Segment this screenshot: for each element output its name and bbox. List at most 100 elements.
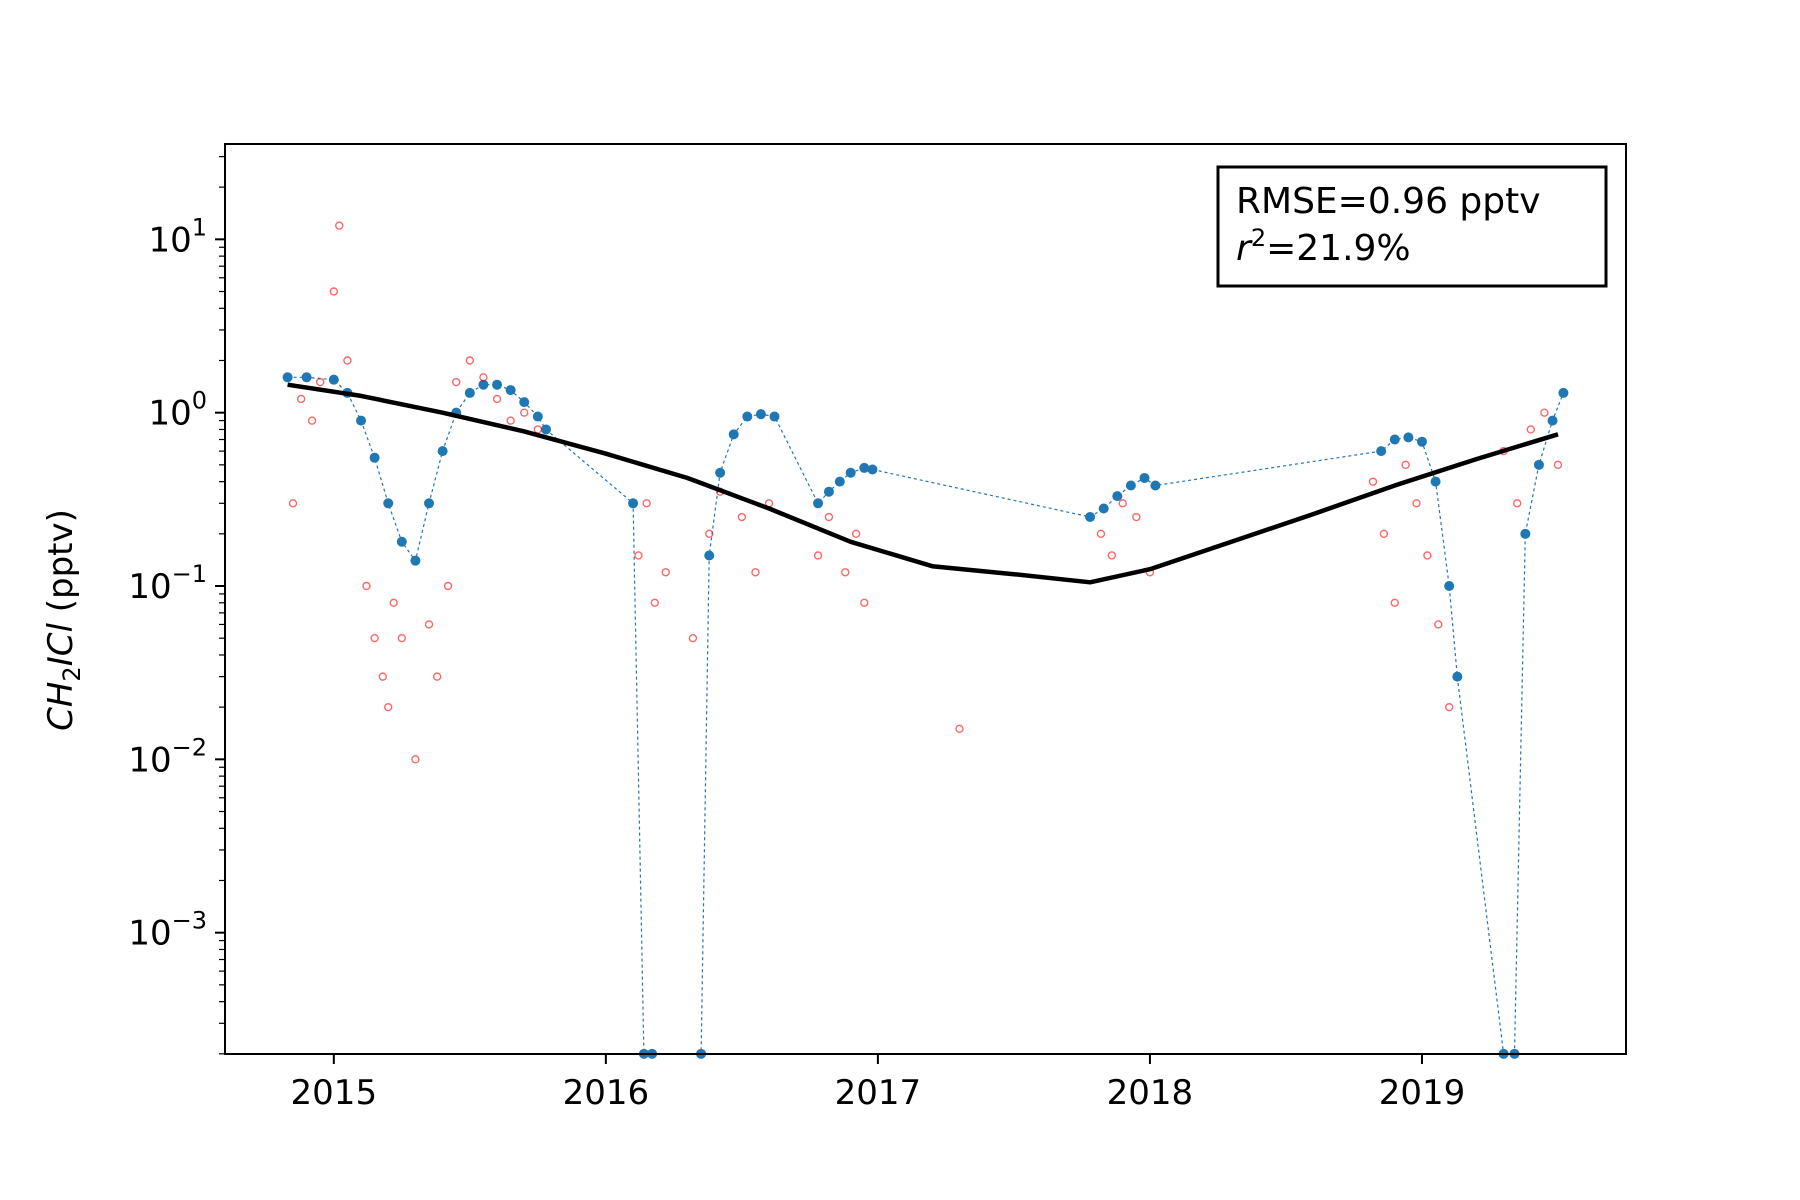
- model-point: [505, 385, 516, 396]
- model-point: [410, 555, 421, 566]
- observed-point: [1107, 551, 1117, 560]
- observed-point: [335, 221, 344, 230]
- y-tick-label: 10−1: [128, 560, 207, 607]
- model-point: [769, 411, 780, 422]
- model-point: [1533, 459, 1544, 470]
- observed-point: [1118, 499, 1127, 508]
- observed-point: [841, 568, 850, 577]
- observed-point: [316, 377, 325, 387]
- model-point: [1389, 434, 1400, 445]
- trend-line: [287, 382, 1559, 585]
- stats-annotation: RMSE=0.96 pptv r2=21.9%: [1216, 165, 1608, 288]
- observed-point: [424, 620, 434, 629]
- observed-point: [397, 633, 407, 643]
- model-point: [492, 379, 503, 390]
- model-point: [1125, 480, 1136, 491]
- observed-point: [288, 499, 298, 508]
- model-point: [628, 498, 639, 509]
- model-point: [1452, 671, 1463, 682]
- y-label-units: (pptv): [41, 509, 81, 623]
- observed-point: [1096, 529, 1106, 539]
- observed-point: [492, 394, 502, 404]
- model-point: [845, 467, 856, 478]
- observed-point: [465, 356, 475, 365]
- observed-point: [1553, 460, 1563, 470]
- model-point: [437, 446, 448, 457]
- observed-point: [751, 568, 760, 577]
- observed-point: [688, 633, 698, 643]
- observed-point: [452, 377, 461, 387]
- observed-point: [860, 598, 869, 607]
- observed-point: [479, 373, 488, 382]
- model-point: [715, 467, 726, 478]
- trend-series: [287, 382, 1559, 585]
- y-tick-label: 100: [148, 387, 207, 434]
- y-tick-label: 10−2: [128, 733, 207, 780]
- observed-point: [650, 598, 660, 607]
- observed-point: [1368, 477, 1378, 486]
- observed-point: [307, 416, 317, 425]
- observed-point: [1401, 460, 1410, 470]
- r2-superscript: 2: [1251, 224, 1266, 252]
- observed-point: [1526, 425, 1535, 434]
- observed-point: [411, 755, 420, 764]
- model-point: [282, 372, 293, 383]
- observed-point: [1412, 499, 1421, 508]
- model-point: [1558, 387, 1569, 398]
- observed-point: [378, 672, 387, 681]
- model-point: [1139, 472, 1150, 483]
- y-label-subscript: 2: [58, 666, 86, 681]
- model-point: [728, 429, 739, 440]
- model-point: [859, 462, 870, 473]
- model-point: [1098, 503, 1109, 514]
- observed-point: [329, 287, 339, 296]
- y-tick-label: 101: [148, 213, 207, 260]
- model-point: [1150, 480, 1161, 491]
- r2-text: r2=21.9%: [1236, 224, 1411, 269]
- r2-value: =21.9%: [1266, 228, 1411, 269]
- model-point: [478, 379, 489, 390]
- model-point: [1085, 512, 1096, 523]
- y-tick-exponent: −2: [172, 733, 207, 761]
- observed-point: [370, 633, 379, 643]
- observed-point: [851, 529, 861, 539]
- rmse-text: RMSE=0.96 pptv: [1236, 181, 1541, 222]
- y-tick-exponent: −1: [172, 560, 207, 588]
- y-tick-base: 10: [128, 567, 171, 607]
- y-tick-base: 10: [128, 914, 171, 954]
- observed-point: [955, 724, 964, 734]
- model-point: [1547, 415, 1558, 426]
- model-point: [1416, 436, 1427, 447]
- model-point: [541, 424, 552, 435]
- y-label-species: CH: [41, 682, 81, 731]
- observed-point: [384, 702, 393, 712]
- model-point: [1376, 446, 1387, 457]
- model-point: [301, 372, 312, 383]
- y-tick-base: 10: [148, 394, 191, 434]
- observed-point: [343, 356, 352, 365]
- observed-point: [1512, 499, 1522, 508]
- model-point: [369, 452, 380, 463]
- observed-point: [642, 499, 651, 508]
- observed-point: [634, 551, 643, 560]
- observed-point: [1540, 408, 1549, 417]
- model-point: [396, 536, 407, 547]
- model-point: [519, 397, 530, 408]
- y-label-species-rest: ICl: [41, 623, 81, 667]
- observed-point: [661, 568, 670, 577]
- model-point: [704, 550, 715, 561]
- observed-point: [296, 394, 306, 404]
- y-tick-base: 10: [128, 740, 171, 780]
- x-tick-label: 2017: [835, 1073, 922, 1113]
- observed-point: [362, 581, 371, 591]
- model-point: [867, 464, 878, 475]
- y-tick-exponent: 0: [192, 387, 207, 415]
- observed-point: [813, 551, 823, 560]
- model-series: [282, 372, 1569, 1059]
- model-point: [742, 411, 753, 422]
- observed-point: [705, 529, 714, 539]
- model-point: [755, 409, 766, 420]
- model-point: [532, 411, 543, 422]
- model-point: [1403, 432, 1414, 443]
